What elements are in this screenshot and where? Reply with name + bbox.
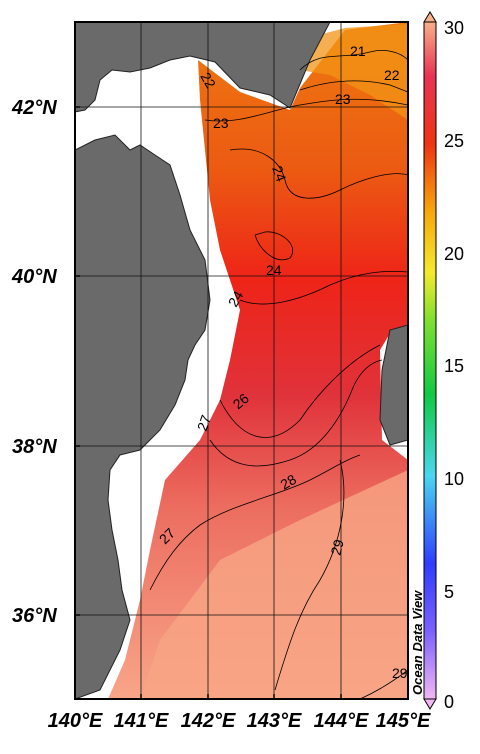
- colorbar-gradient: [423, 21, 437, 700]
- contour-lines: [149, 50, 408, 699]
- contour-label: 21: [350, 43, 366, 59]
- land-hokkaido: [75, 22, 331, 113]
- lat-label-38: 38°N: [12, 436, 57, 458]
- colorbar: 30 25 20 15 10 5 0: [423, 11, 464, 712]
- gridlines: [75, 22, 408, 699]
- contour-label: 24: [225, 288, 247, 310]
- contour-label: 22: [197, 70, 219, 92]
- colorbar-top-arrow: [423, 11, 437, 23]
- contour-label: 24: [266, 262, 282, 278]
- colorbar-tick-15: 15: [444, 356, 464, 376]
- lon-label-142: 142°E: [181, 710, 236, 732]
- contour-label: 23: [213, 115, 229, 131]
- contour-label: 29: [392, 665, 408, 681]
- lon-label-141: 141°E: [114, 710, 169, 732]
- map-frame: [74, 21, 409, 700]
- colorbar-tick-20: 20: [444, 244, 464, 264]
- lat-label-42: 42°N: [11, 97, 57, 119]
- colorbar-tick-30: 30: [444, 18, 464, 38]
- contour-label: 22: [384, 67, 400, 83]
- contour-label: 29: [327, 537, 347, 556]
- lon-label-143: 143°E: [247, 710, 302, 732]
- lat-label-40: 40°N: [11, 266, 57, 288]
- colorbar-tick-25: 25: [444, 131, 464, 151]
- lon-label-145: 145°E: [376, 710, 431, 732]
- colorbar-tick-0: 0: [444, 692, 454, 712]
- contour-label: 28: [278, 471, 300, 493]
- contour-label: 27: [194, 413, 214, 433]
- contour-label: 23: [335, 91, 351, 107]
- colorbar-tick-5: 5: [444, 582, 454, 602]
- lon-label-140: 140°E: [48, 710, 103, 732]
- contour-label: 24: [269, 164, 289, 184]
- ocean-data-view-watermark: Ocean Data View: [410, 590, 425, 695]
- cool-water-patch: [300, 24, 408, 120]
- colorbar-tick-10: 10: [444, 469, 464, 489]
- frame-ticks: [75, 106, 342, 699]
- land-east-island: [379, 324, 408, 446]
- lon-label-144: 144°E: [314, 710, 369, 732]
- lat-label-36: 36°N: [12, 605, 57, 627]
- colorbar-bottom-arrow: [423, 698, 437, 710]
